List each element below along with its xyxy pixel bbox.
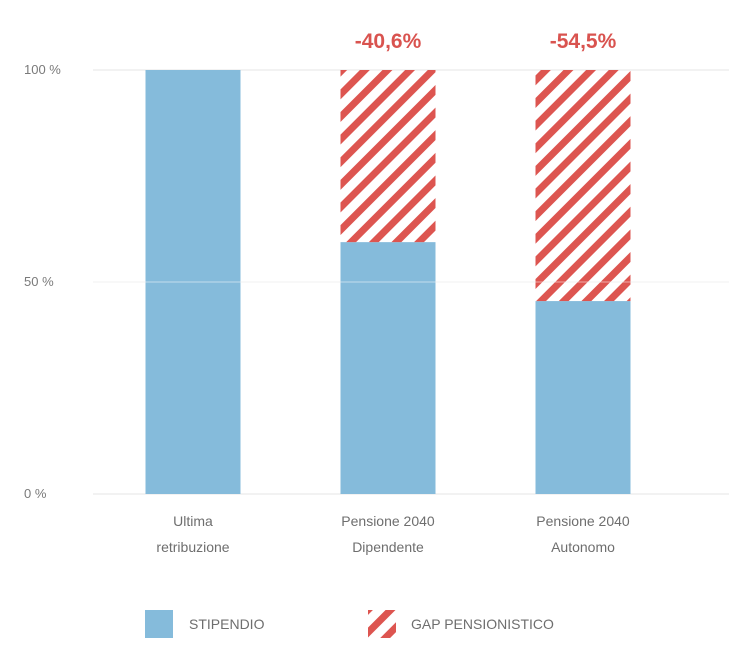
x-category-label: retribuzione [156,539,229,555]
y-tick-label: 0 % [24,486,47,501]
legend-label-stipendio: STIPENDIO [189,616,265,632]
x-category-label: Dipendente [352,539,424,555]
bar-layer [93,70,729,494]
legend-label-gap: GAP PENSIONISTICO [411,616,554,632]
label-layer: Ultima retribuzione Pensione 2040 Dipendent… [156,30,629,555]
x-category-label: Autonomo [551,539,615,555]
x-category-label: Pensione 2040 [536,513,630,529]
gap-percentage-label: -40,6% [355,30,422,53]
gap-percentage-label: -54,5% [550,30,617,53]
x-category-label: Pensione 2040 [341,513,435,529]
legend: STIPENDIO GAP PENSIONISTICO [145,610,554,638]
bar-stipendio [340,242,436,494]
legend-swatch-gap [368,610,396,638]
y-tick-label: 100 % [24,62,61,77]
legend-swatch-stipendio [145,610,173,638]
bar-stipendio [535,301,631,494]
bar-gap-pensionistico [340,70,436,243]
x-category-label: Ultima [173,513,213,529]
y-tick-label: 50 % [24,274,54,289]
bar-gap-pensionistico [535,70,631,302]
